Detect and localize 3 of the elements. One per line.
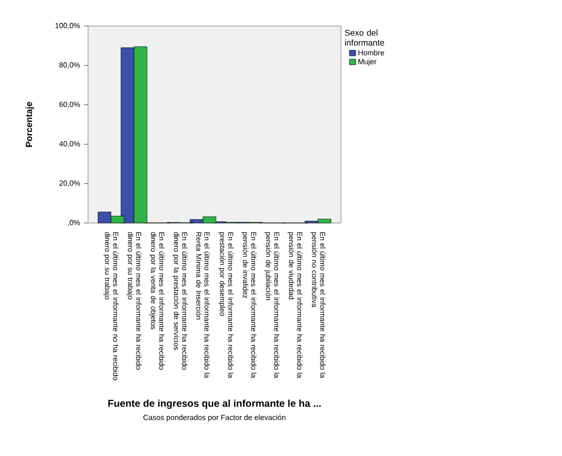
y-axis-title: Porcentaje [26, 102, 34, 147]
legend-title: Sexo del informante [344, 30, 384, 46]
x-axis-title: Fuente de ingresos que al informante le ha ... [108, 400, 321, 409]
